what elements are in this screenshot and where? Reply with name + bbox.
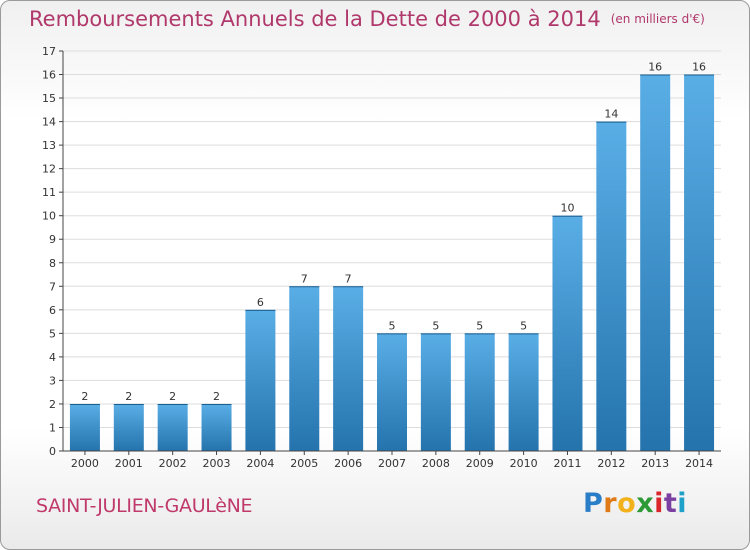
- y-tick-label: 15: [42, 92, 56, 105]
- x-tick-label: 2001: [115, 457, 143, 470]
- data-label: 16: [692, 61, 706, 74]
- x-tick-label: 2010: [510, 457, 538, 470]
- chart-title: Remboursements Annuels de la Dette de 20…: [29, 7, 705, 31]
- data-label: 2: [125, 390, 132, 403]
- data-label: 7: [345, 272, 352, 285]
- y-tick-label: 9: [49, 233, 56, 246]
- data-label: 14: [604, 108, 618, 121]
- y-tick-label: 8: [49, 257, 56, 270]
- y-tick-label: 17: [42, 45, 56, 58]
- y-tick-label: 14: [42, 116, 56, 129]
- data-label: 7: [301, 272, 308, 285]
- x-tick-label: 2005: [290, 457, 318, 470]
- data-label: 16: [648, 61, 662, 74]
- y-tick-label: 3: [49, 374, 56, 387]
- bar: [552, 215, 583, 451]
- x-tick-label: 2006: [334, 457, 362, 470]
- logo-letter: x: [636, 488, 655, 519]
- bar: [684, 74, 715, 451]
- y-tick-label: 0: [49, 445, 56, 458]
- logo-letter: i: [677, 488, 688, 519]
- x-tick-label: 2007: [378, 457, 406, 470]
- data-label: 2: [213, 390, 220, 403]
- data-label: 2: [169, 390, 176, 403]
- data-label: 6: [257, 296, 264, 309]
- x-tick-label: 2014: [685, 457, 713, 470]
- y-tick-label: 12: [42, 163, 56, 176]
- x-tick-label: 2013: [641, 457, 669, 470]
- logo-letter: o: [617, 488, 637, 519]
- bar: [420, 333, 451, 451]
- logo-letter: i: [654, 488, 664, 519]
- logo-letter: P: [583, 488, 604, 519]
- data-label: 5: [520, 319, 527, 332]
- y-tick-label: 4: [49, 351, 56, 364]
- y-tick-label: 1: [49, 421, 56, 434]
- bar: [113, 403, 144, 451]
- data-label: 10: [560, 202, 574, 215]
- x-tick-label: 2009: [466, 457, 494, 470]
- bar: [464, 333, 495, 451]
- x-tick-label: 2012: [597, 457, 625, 470]
- bar: [640, 74, 671, 451]
- data-label: 5: [432, 319, 439, 332]
- y-tick-label: 6: [49, 304, 56, 317]
- y-tick-label: 7: [49, 280, 56, 293]
- x-tick-label: 2008: [422, 457, 450, 470]
- bar: [157, 403, 188, 451]
- x-tick-label: 2011: [553, 457, 581, 470]
- y-tick-label: 2: [49, 398, 56, 411]
- proxiti-logo: Proxiti: [583, 488, 687, 519]
- y-tick-label: 16: [42, 69, 56, 82]
- bar: [596, 121, 627, 452]
- y-tick-label: 10: [42, 210, 56, 223]
- chart-title-text: Remboursements Annuels de la Dette de 20…: [29, 7, 601, 31]
- chart-unit: (en milliers d'€): [610, 12, 705, 26]
- x-tick-label: 2004: [246, 457, 274, 470]
- data-label: 2: [81, 390, 88, 403]
- logo-letter: r: [603, 488, 618, 519]
- bar: [201, 403, 232, 451]
- data-label: 5: [476, 319, 483, 332]
- bar: [377, 333, 407, 451]
- bar: [245, 309, 276, 451]
- municipality-name: SAINT-JULIEN-GAULèNE: [36, 495, 253, 517]
- bar: [508, 333, 539, 451]
- y-tick-label: 13: [42, 139, 56, 152]
- bar: [333, 286, 364, 451]
- data-label: 5: [389, 319, 396, 332]
- y-tick-label: 11: [42, 186, 56, 199]
- x-tick-label: 2002: [159, 457, 187, 470]
- x-tick-label: 2000: [71, 457, 99, 470]
- logo-letter: t: [663, 488, 678, 519]
- bar: [289, 286, 320, 451]
- y-tick-label: 5: [49, 327, 56, 340]
- x-tick-label: 2003: [203, 457, 231, 470]
- bar: [69, 403, 100, 451]
